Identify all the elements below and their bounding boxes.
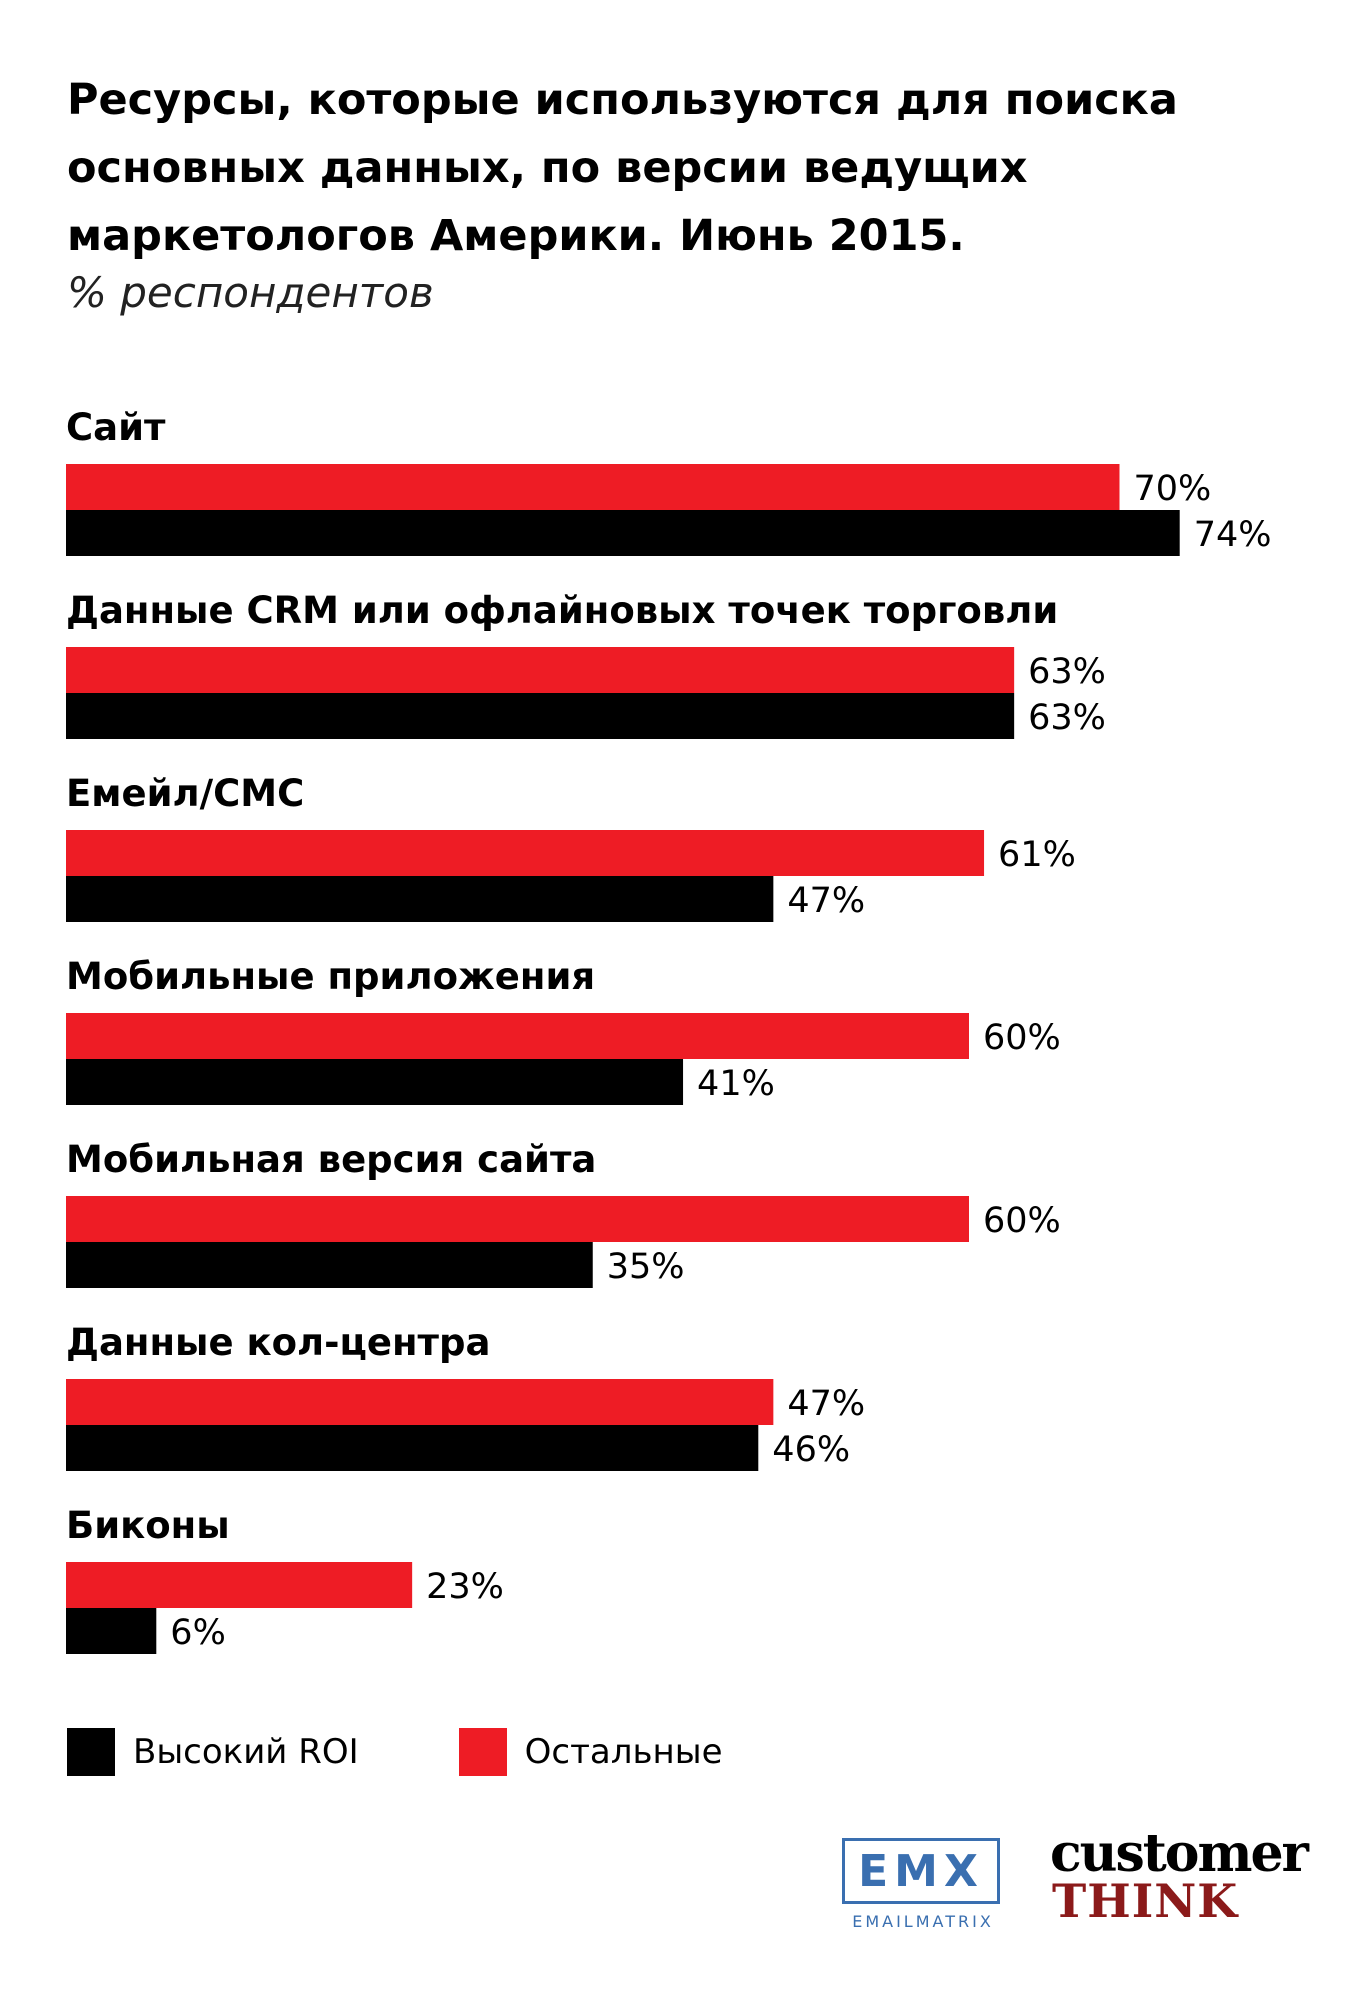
bar-high-roi-6 <box>66 1608 157 1654</box>
value-label-others-6: 23% <box>426 1567 504 1607</box>
bar-others-2 <box>66 830 985 876</box>
customer-think-logo-top: customer <box>1050 1823 1309 1884</box>
value-label-others-5: 47% <box>787 1384 865 1424</box>
value-label-high-roi-1: 63% <box>1028 698 1106 738</box>
value-label-high-roi-5: 46% <box>772 1430 850 1470</box>
value-label-high-roi-6: 6% <box>170 1613 226 1653</box>
chart-title: Ресурсы, которые используются для поиска… <box>67 75 1178 261</box>
value-label-others-3: 60% <box>983 1018 1061 1058</box>
bar-others-4 <box>66 1196 969 1242</box>
bar-high-roi-1 <box>66 693 1015 739</box>
value-label-others-4: 60% <box>983 1201 1061 1241</box>
category-label: Данные CRM или офлайновых точек торговли <box>66 589 1058 632</box>
legend-label-high-roi: Высокий ROI <box>133 1732 359 1772</box>
category-label: Данные кол-центра <box>66 1321 490 1364</box>
emx-logo-subtitle: EMAILMATRIX <box>852 1912 994 1931</box>
bar-high-roi-2 <box>66 876 774 922</box>
bar-others-3 <box>66 1013 969 1059</box>
category-label: Мобильные приложения <box>66 955 595 998</box>
category-label: Мобильная версия сайта <box>66 1138 596 1181</box>
category-label: Биконы <box>66 1504 230 1547</box>
value-label-high-roi-3: 41% <box>697 1064 775 1104</box>
category-label: Емейл/СМС <box>66 772 304 815</box>
bar-others-6 <box>66 1562 413 1608</box>
legend: Высокий ROI Остальные <box>67 1728 822 1776</box>
bar-others-0 <box>66 464 1120 510</box>
bar-high-roi-5 <box>66 1425 759 1471</box>
emx-logo: EMX <box>842 1838 1000 1904</box>
legend-swatch-high-roi <box>67 1728 115 1776</box>
legend-item-high-roi: Высокий ROI <box>67 1728 359 1776</box>
bar-high-roi-3 <box>66 1059 684 1105</box>
value-label-others-0: 70% <box>1134 469 1212 509</box>
value-label-high-roi-2: 47% <box>787 881 865 921</box>
bar-chart: Сайт 70% 74% Данные CRM или офлайновых точе… <box>66 406 1272 1654</box>
legend-label-others: Остальные <box>524 1732 723 1772</box>
legend-item-others: Остальные <box>458 1728 723 1776</box>
bar-high-roi-0 <box>66 510 1180 556</box>
customer-think-logo-bottom: THINK <box>1052 1874 1239 1928</box>
bar-others-5 <box>66 1379 774 1425</box>
legend-swatch-others <box>458 1728 507 1776</box>
value-label-high-roi-4: 35% <box>607 1247 685 1287</box>
value-label-high-roi-0: 74% <box>1194 515 1272 555</box>
bar-high-roi-4 <box>66 1242 593 1288</box>
category-label: Сайт <box>66 406 166 449</box>
logos: EMX EMAILMATRIX customer THINK <box>840 1828 1309 1938</box>
bar-others-1 <box>66 647 1015 693</box>
chart-subtitle: % респондентов <box>67 268 434 317</box>
value-label-others-2: 61% <box>998 835 1076 875</box>
value-label-others-1: 63% <box>1028 652 1106 692</box>
